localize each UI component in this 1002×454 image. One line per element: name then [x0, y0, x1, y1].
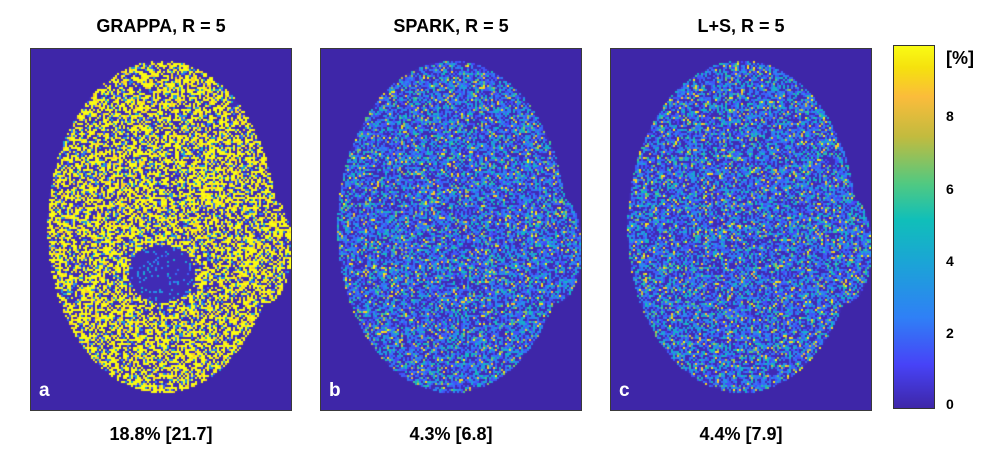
- error-map-grappa: [31, 49, 291, 410]
- colorbar-tick-2: 2: [946, 325, 954, 341]
- panel-letter-b: b: [329, 380, 341, 401]
- panel-ls: c: [610, 48, 872, 411]
- panel-title-spark: SPARK, R = 5: [393, 16, 509, 36]
- panel-title-ls: L+S, R = 5: [697, 16, 785, 36]
- panel-grappa: a: [30, 48, 292, 411]
- colorbar-tick-4: 4: [946, 253, 954, 269]
- panel-title-grappa: GRAPPA, R = 5: [96, 16, 226, 36]
- caption-spark: 4.3% [6.8]: [409, 424, 493, 444]
- panel-spark: b: [320, 48, 582, 411]
- panel-letter-c: c: [619, 380, 630, 401]
- colorbar-unit-label: [%]: [946, 48, 974, 68]
- panel-letter-a: a: [39, 380, 50, 401]
- caption-grappa: 18.8% [21.7]: [109, 424, 213, 444]
- colorbar-tick-6: 6: [946, 181, 954, 197]
- colorbar: [893, 45, 935, 409]
- colorbar-tick-0: 0: [946, 396, 954, 412]
- error-map-spark: [321, 49, 581, 410]
- caption-ls: 4.4% [7.9]: [699, 424, 783, 444]
- error-map-ls: [611, 49, 871, 410]
- colorbar-tick-8: 8: [946, 108, 954, 124]
